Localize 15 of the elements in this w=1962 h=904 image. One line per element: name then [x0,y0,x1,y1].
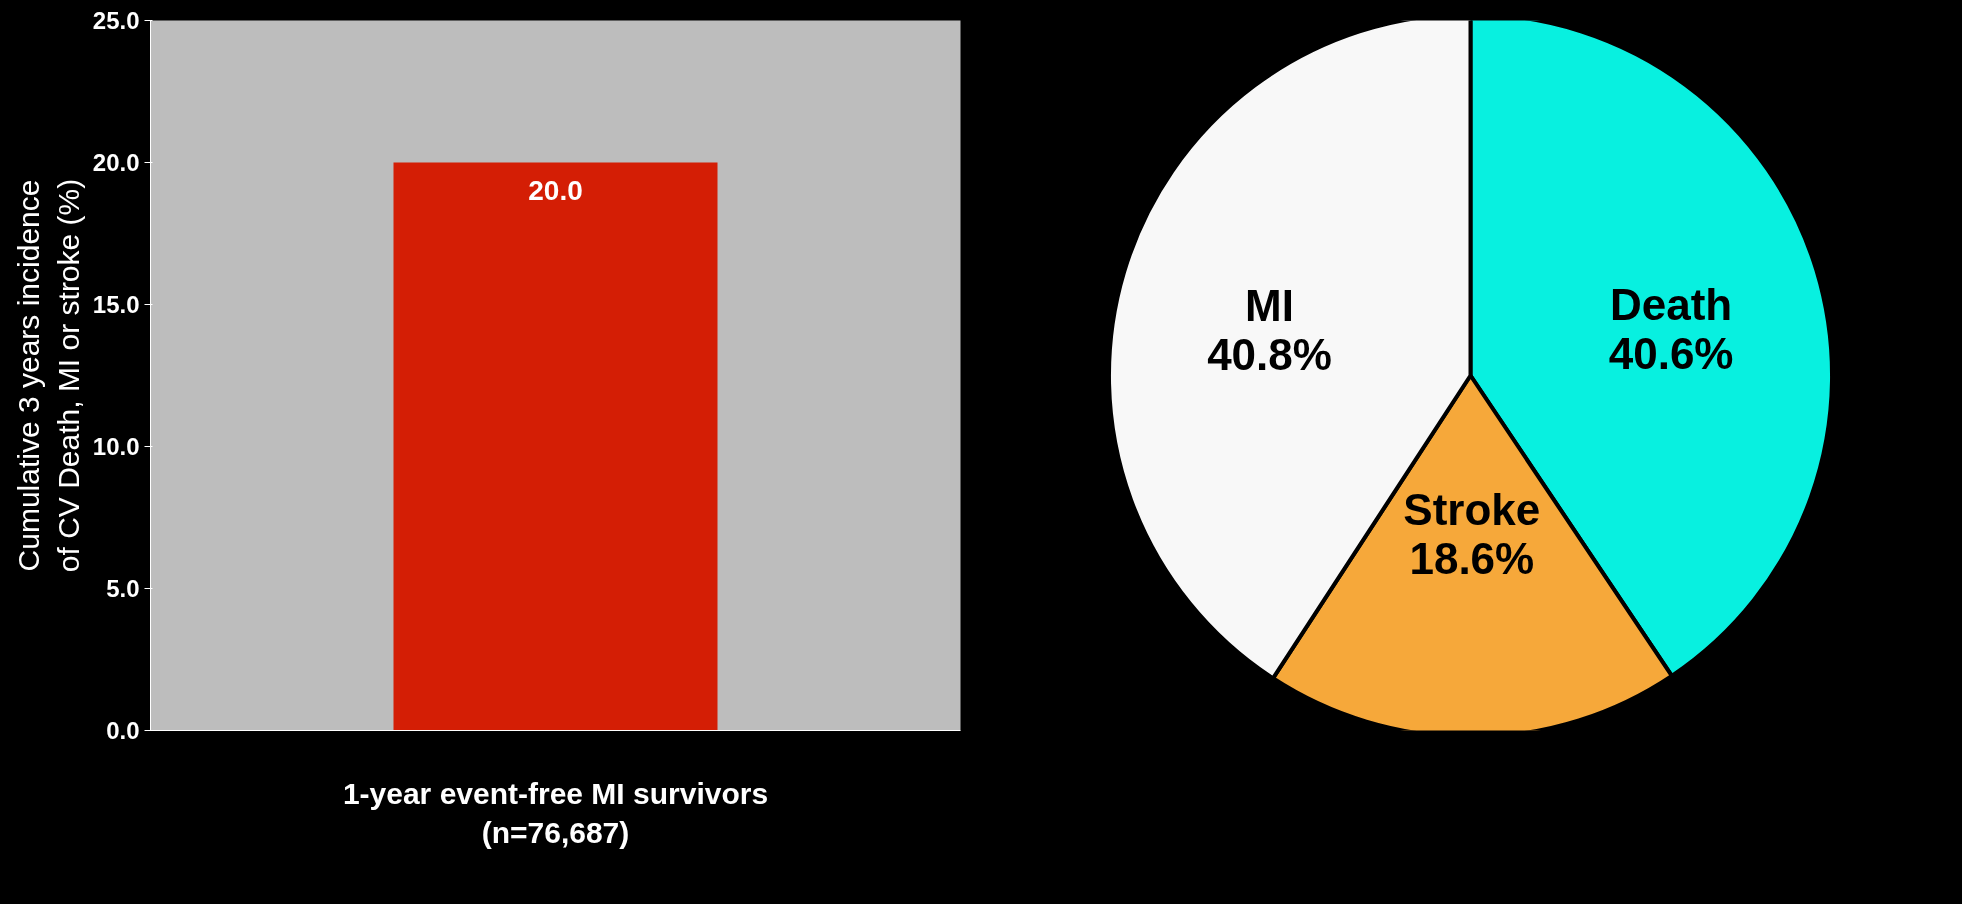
y-axis-title: Cumulative 3 years incidence of CV Death, MI or stroke (%) [12,178,85,573]
slice-label: Stroke [1403,484,1541,534]
slice-label: MI [1245,281,1294,331]
y-tick-label: 10.0 [92,433,140,460]
y-tick-label: 20.0 [92,149,140,176]
y-tick-label: 15.0 [92,291,140,318]
data-label: 18.6% [1409,533,1535,583]
y-tick-label: 25.0 [92,7,140,34]
data-label: 40.6% [1608,329,1734,379]
data-label: 40.8% [1207,330,1332,380]
data-label: 20.0 [528,174,583,206]
slice-label: Death [1609,280,1733,330]
y-tick-label: 5.0 [106,575,140,602]
x-axis-title: 1-year event-free MI survivors (n=76,687) [342,776,769,850]
y-tick-label: 0.0 [106,717,140,744]
